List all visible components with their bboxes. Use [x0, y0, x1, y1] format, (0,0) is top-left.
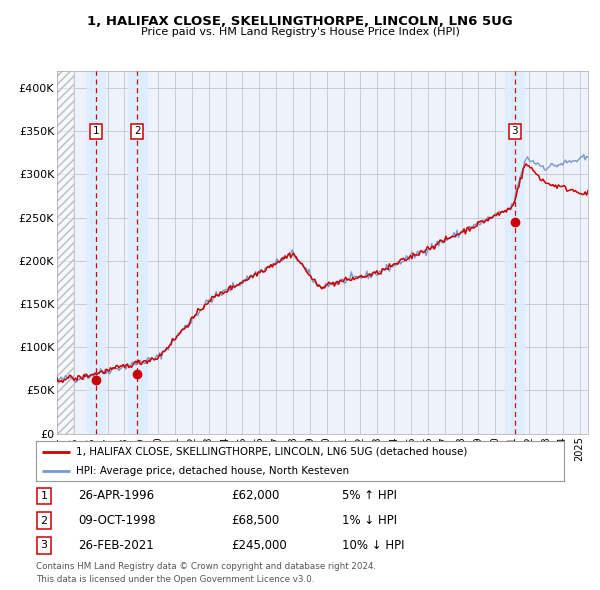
Text: 3: 3	[511, 126, 518, 136]
Text: 2: 2	[134, 126, 141, 136]
Bar	[128, 71, 146, 434]
Text: £68,500: £68,500	[232, 514, 280, 527]
Bar	[87, 71, 106, 434]
Text: 1: 1	[40, 491, 47, 501]
Text: 1, HALIFAX CLOSE, SKELLINGTHORPE, LINCOLN, LN6 5UG (detached house): 1, HALIFAX CLOSE, SKELLINGTHORPE, LINCOL…	[76, 447, 467, 457]
Text: 26-APR-1996: 26-APR-1996	[78, 489, 154, 502]
Text: Contains HM Land Registry data © Crown copyright and database right 2024.: Contains HM Land Registry data © Crown c…	[36, 562, 376, 571]
Text: 09-OCT-1998: 09-OCT-1998	[78, 514, 156, 527]
Text: 3: 3	[40, 540, 47, 550]
Text: 10% ↓ HPI: 10% ↓ HPI	[342, 539, 405, 552]
Bar	[57, 71, 74, 434]
Text: £62,000: £62,000	[232, 489, 280, 502]
Text: 1% ↓ HPI: 1% ↓ HPI	[342, 514, 397, 527]
Bar	[57, 71, 74, 434]
Bar	[505, 71, 524, 434]
Text: HPI: Average price, detached house, North Kesteven: HPI: Average price, detached house, Nort…	[76, 466, 349, 476]
Text: 1: 1	[93, 126, 100, 136]
Text: Price paid vs. HM Land Registry's House Price Index (HPI): Price paid vs. HM Land Registry's House …	[140, 27, 460, 37]
Text: 26-FEB-2021: 26-FEB-2021	[78, 539, 154, 552]
Text: This data is licensed under the Open Government Licence v3.0.: This data is licensed under the Open Gov…	[36, 575, 314, 584]
Text: 2: 2	[40, 516, 47, 526]
Text: 5% ↑ HPI: 5% ↑ HPI	[342, 489, 397, 502]
Text: 1, HALIFAX CLOSE, SKELLINGTHORPE, LINCOLN, LN6 5UG: 1, HALIFAX CLOSE, SKELLINGTHORPE, LINCOL…	[87, 15, 513, 28]
Text: £245,000: £245,000	[232, 539, 287, 552]
